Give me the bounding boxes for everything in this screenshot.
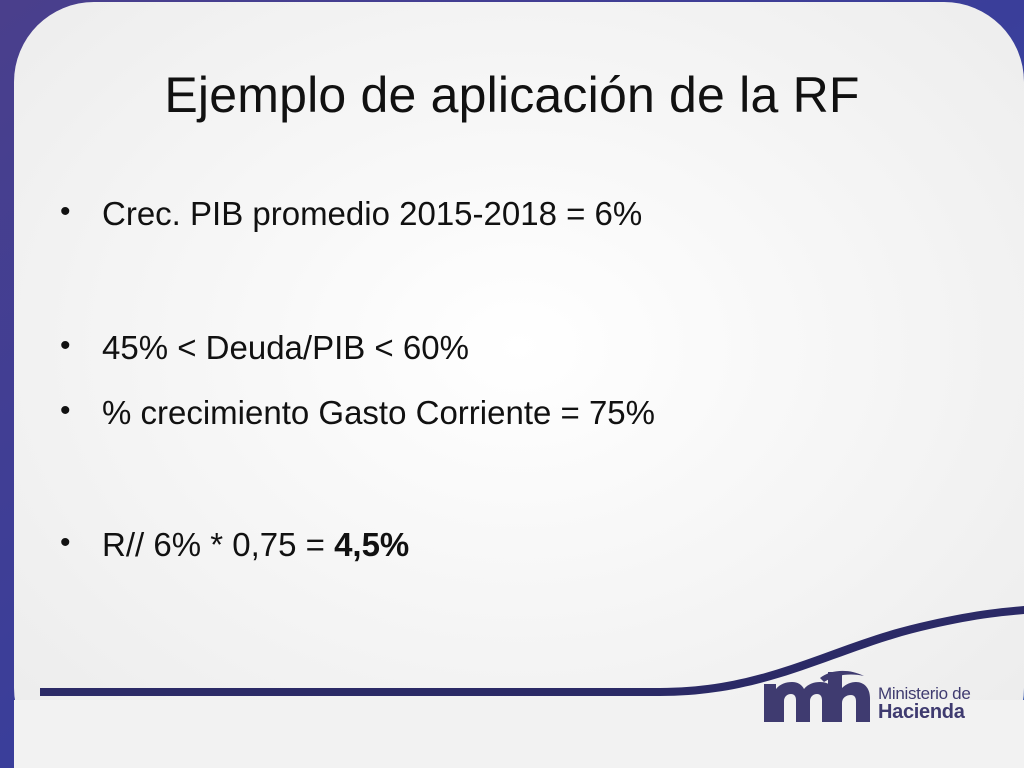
bullet-dot: • — [60, 195, 71, 228]
slide-title: Ejemplo de aplicación de la RF — [164, 67, 860, 123]
bullet-text: R// 6% * 0,75 = 4,5% — [102, 526, 409, 564]
footer-swoosh — [40, 606, 1024, 696]
bullet-text: % crecimiento Gasto Corriente = 75% — [102, 394, 655, 431]
bullet-text: Crec. PIB promedio 2015-2018 = 6% — [102, 195, 643, 232]
content-panel — [14, 2, 1024, 768]
bottom-panel-fill — [14, 700, 1024, 768]
logo-text-ministerio: Ministerio de — [878, 684, 971, 703]
ministerio-hacienda-logo: Ministerio de Hacienda — [760, 668, 1000, 728]
mh-logo-icon — [764, 670, 870, 722]
bullet-dot: • — [60, 394, 71, 427]
result-expression: R// 6% * 0,75 = — [102, 526, 335, 563]
bullet-text: 45% < Deuda/PIB < 60% — [102, 329, 469, 366]
result-value: 4,5% — [334, 526, 410, 563]
bullet-dot: • — [60, 526, 71, 559]
logo-text-hacienda: Hacienda — [878, 701, 965, 723]
bullet-dot: • — [60, 329, 71, 362]
